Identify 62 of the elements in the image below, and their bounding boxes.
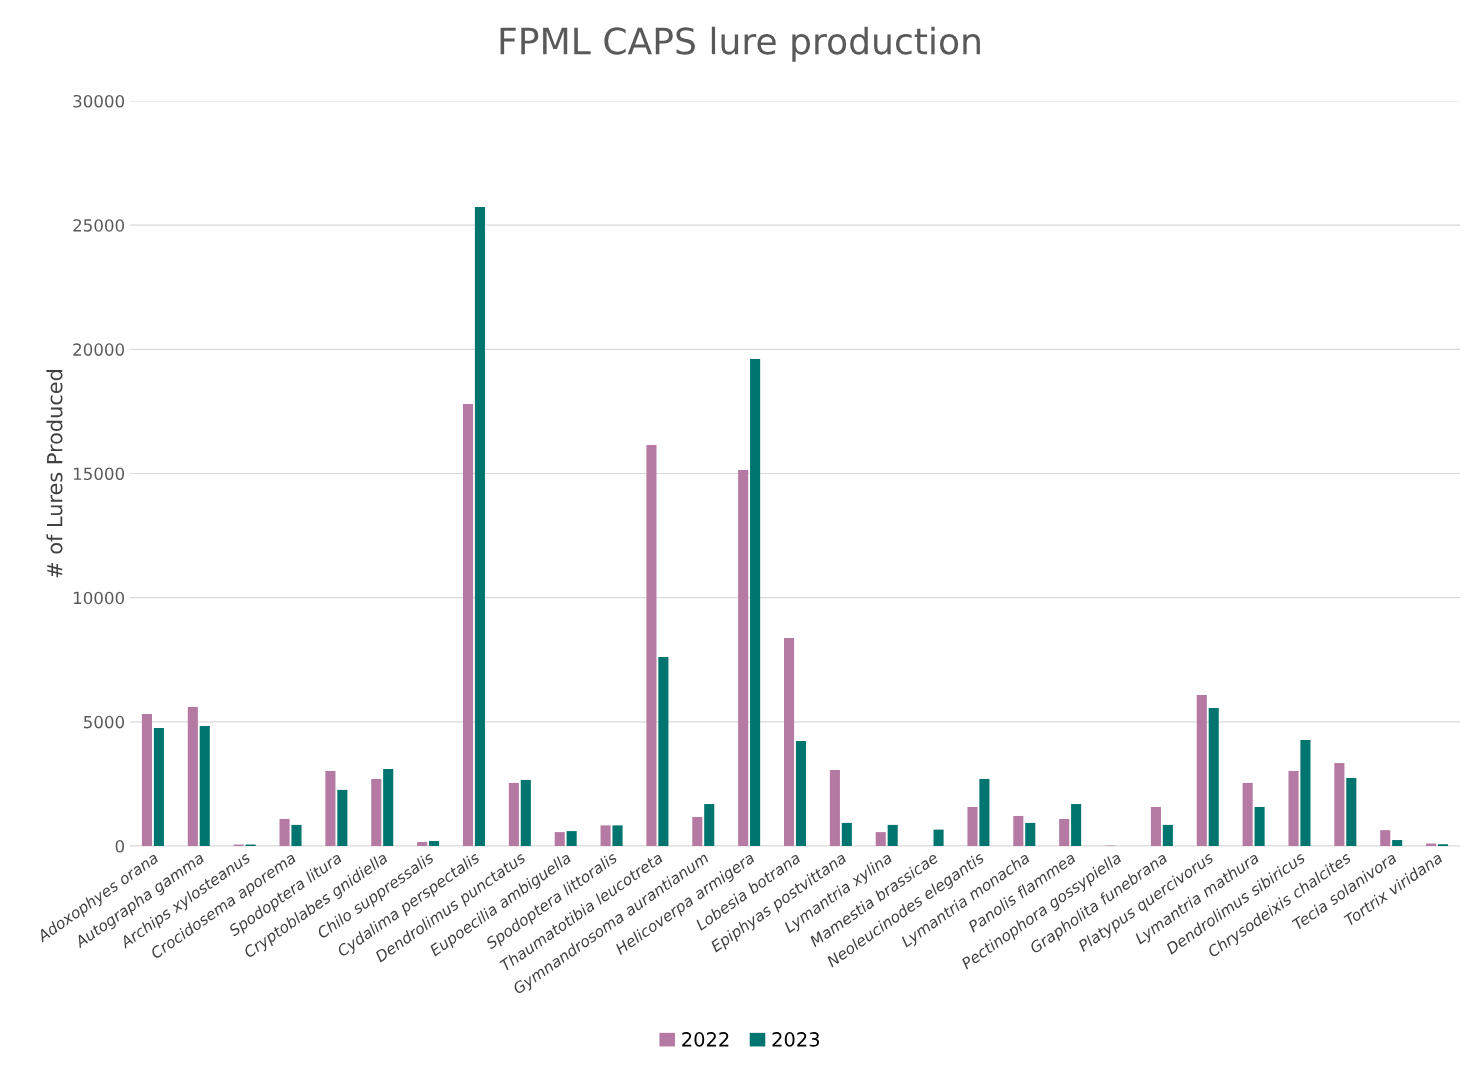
bar bbox=[325, 771, 336, 846]
y-tick-label: 20000 bbox=[73, 343, 125, 356]
chart-title: FPML CAPS lure production bbox=[500, 26, 980, 62]
bar bbox=[337, 789, 348, 846]
bar bbox=[692, 816, 703, 846]
bar bbox=[1162, 824, 1173, 846]
bar bbox=[1196, 695, 1207, 846]
bar bbox=[1254, 807, 1265, 846]
bar bbox=[1334, 763, 1345, 846]
bar bbox=[979, 778, 990, 846]
bar bbox=[1150, 807, 1161, 846]
y-tick-label: 30000 bbox=[73, 94, 125, 108]
bar bbox=[153, 728, 164, 846]
bar bbox=[875, 832, 886, 846]
bar bbox=[383, 769, 394, 846]
bar bbox=[658, 657, 669, 846]
bar bbox=[279, 818, 290, 846]
bar bbox=[566, 831, 577, 846]
bar bbox=[967, 807, 978, 846]
bar bbox=[1346, 777, 1357, 846]
bar bbox=[1025, 822, 1036, 846]
bar bbox=[462, 403, 474, 846]
bar bbox=[738, 470, 749, 846]
bar bbox=[646, 444, 657, 846]
legend-label: 2022 bbox=[682, 1032, 729, 1047]
bar bbox=[1380, 830, 1391, 846]
bar bbox=[795, 740, 807, 846]
bar bbox=[933, 829, 944, 846]
bar bbox=[783, 637, 795, 846]
legend-label: 2023 bbox=[772, 1032, 820, 1047]
bar bbox=[508, 782, 519, 846]
bar bbox=[554, 832, 565, 846]
y-tick-label: 15000 bbox=[73, 467, 125, 481]
bar bbox=[520, 779, 531, 846]
bar bbox=[1288, 771, 1299, 846]
y-tick-label: 25000 bbox=[73, 219, 125, 232]
y-tick-label: 0 bbox=[115, 839, 125, 853]
bar bbox=[417, 842, 428, 846]
bar bbox=[612, 825, 623, 846]
bar bbox=[600, 825, 611, 846]
y-axis-title: # of Lures Produced bbox=[46, 370, 63, 578]
bar bbox=[750, 359, 761, 846]
bar bbox=[199, 726, 210, 846]
bar bbox=[1208, 707, 1219, 846]
bar bbox=[887, 824, 898, 846]
bar bbox=[1071, 804, 1082, 846]
bar bbox=[1013, 815, 1024, 846]
bar bbox=[371, 778, 382, 846]
bar bbox=[1059, 818, 1070, 846]
bar bbox=[1300, 739, 1311, 846]
bar bbox=[841, 822, 852, 846]
bar bbox=[829, 770, 840, 846]
bar bbox=[187, 706, 198, 846]
bar bbox=[1242, 782, 1253, 846]
y-tick-label: 10000 bbox=[73, 591, 125, 605]
y-tick-label: 5000 bbox=[84, 715, 125, 729]
bar bbox=[704, 804, 715, 846]
bar bbox=[291, 824, 302, 846]
bar bbox=[429, 841, 440, 846]
bar bbox=[1392, 840, 1403, 846]
bar bbox=[474, 207, 485, 846]
bar bbox=[141, 713, 153, 846]
